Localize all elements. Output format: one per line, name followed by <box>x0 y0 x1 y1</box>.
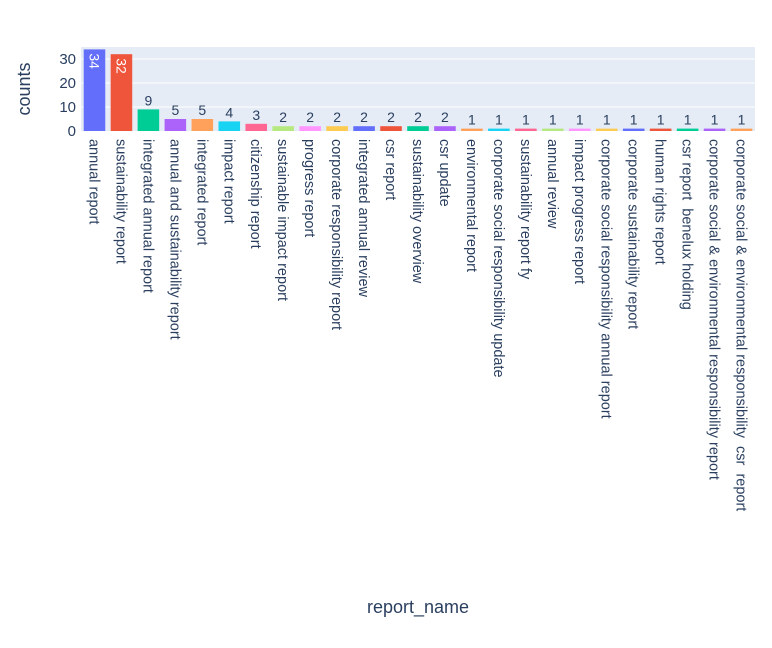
bar <box>218 121 241 131</box>
bar <box>461 128 483 131</box>
x-tick-label: sustainability report fy <box>517 139 533 280</box>
x-tick-label: environmental report <box>463 139 479 272</box>
data-label: 3 <box>252 107 260 123</box>
x-tick-label: integrated annual review <box>355 139 371 298</box>
y-axis-title: counts <box>14 62 34 115</box>
bar <box>568 128 591 131</box>
data-label: 1 <box>711 112 719 128</box>
bar <box>191 119 214 131</box>
data-label: 2 <box>441 109 449 125</box>
x-tick-label: corporate social & environmental respons… <box>706 139 722 480</box>
x-tick-label: corporate social responsibility update <box>490 139 506 378</box>
bar <box>299 126 321 131</box>
x-tick-label: csr report benelux holding <box>679 139 695 310</box>
bar <box>137 109 160 131</box>
x-tick-label: corporate sustainability report <box>625 139 641 329</box>
x-tick-label: progress report <box>301 139 317 237</box>
x-tick-label: sustainable impact report <box>274 139 290 301</box>
bar <box>245 123 268 131</box>
data-label: 2 <box>333 109 341 125</box>
data-label: 1 <box>468 112 476 128</box>
x-axis-ticks: annual report sustainability report integr… <box>85 139 748 511</box>
x-tick-label: citizenship report <box>247 139 263 249</box>
bar <box>380 126 402 131</box>
bar <box>595 128 618 131</box>
bar <box>488 128 510 131</box>
x-tick-label: corporate social & environmental respons… <box>733 139 749 511</box>
data-label: 1 <box>657 112 665 128</box>
data-label: 32 <box>114 58 130 74</box>
y-tick-label: 0 <box>68 123 76 140</box>
data-label: 1 <box>684 112 692 128</box>
data-label: 1 <box>630 112 638 128</box>
bar <box>353 126 375 131</box>
x-tick-label: annual review <box>544 139 560 229</box>
x-tick-label: impact progress report <box>571 139 587 284</box>
data-label: 1 <box>576 112 584 128</box>
data-label: 2 <box>387 109 395 125</box>
data-label: 5 <box>171 102 179 118</box>
data-label: 1 <box>522 112 530 128</box>
bar <box>542 128 564 131</box>
plot-background <box>81 47 755 131</box>
x-tick-label: sustainability overview <box>409 139 425 284</box>
data-label: 1 <box>738 112 746 128</box>
data-label: 4 <box>225 104 233 120</box>
x-tick-label: impact report <box>220 139 236 224</box>
data-label: 5 <box>198 102 206 118</box>
data-label: 2 <box>414 109 422 125</box>
data-label: 1 <box>549 112 557 128</box>
bar <box>703 128 726 131</box>
data-label: 2 <box>360 109 368 125</box>
x-tick-label: annual and sustainability report <box>166 139 182 340</box>
bar <box>730 128 753 131</box>
x-tick-label: sustainability report <box>112 139 128 264</box>
x-tick-label: csr update <box>436 139 452 207</box>
y-axis-ticks: 0 10 20 30 <box>59 51 76 140</box>
x-axis-title: report_name <box>367 597 469 618</box>
gridlines <box>81 58 755 108</box>
x-tick-label: corporate social responsibility annual r… <box>598 139 614 419</box>
y-tick-label: 20 <box>59 75 76 92</box>
bar <box>649 128 672 131</box>
x-tick-label: csr report <box>382 139 398 200</box>
x-tick-label: integrated annual report <box>139 139 155 293</box>
bar <box>676 128 699 131</box>
bar <box>272 126 294 131</box>
y-tick-label: 30 <box>59 51 76 68</box>
data-label: 2 <box>279 109 287 125</box>
bars <box>83 49 753 132</box>
data-label: 2 <box>306 109 314 125</box>
y-tick-label: 10 <box>59 99 76 116</box>
bar <box>434 126 456 131</box>
data-label: 34 <box>87 53 103 69</box>
bar <box>164 119 187 131</box>
data-label: 1 <box>495 112 503 128</box>
x-tick-label: integrated report <box>193 139 209 245</box>
bar <box>407 126 429 131</box>
x-tick-label: human rights report <box>652 139 668 265</box>
x-tick-label: annual report <box>85 139 101 224</box>
bar <box>83 49 106 131</box>
data-label: 9 <box>145 92 153 108</box>
bar <box>326 126 348 131</box>
data-label: 1 <box>603 112 611 128</box>
bar <box>515 128 537 131</box>
bar <box>110 54 133 132</box>
bar <box>622 128 645 131</box>
x-tick-label: corporate responsibility report <box>328 139 344 330</box>
